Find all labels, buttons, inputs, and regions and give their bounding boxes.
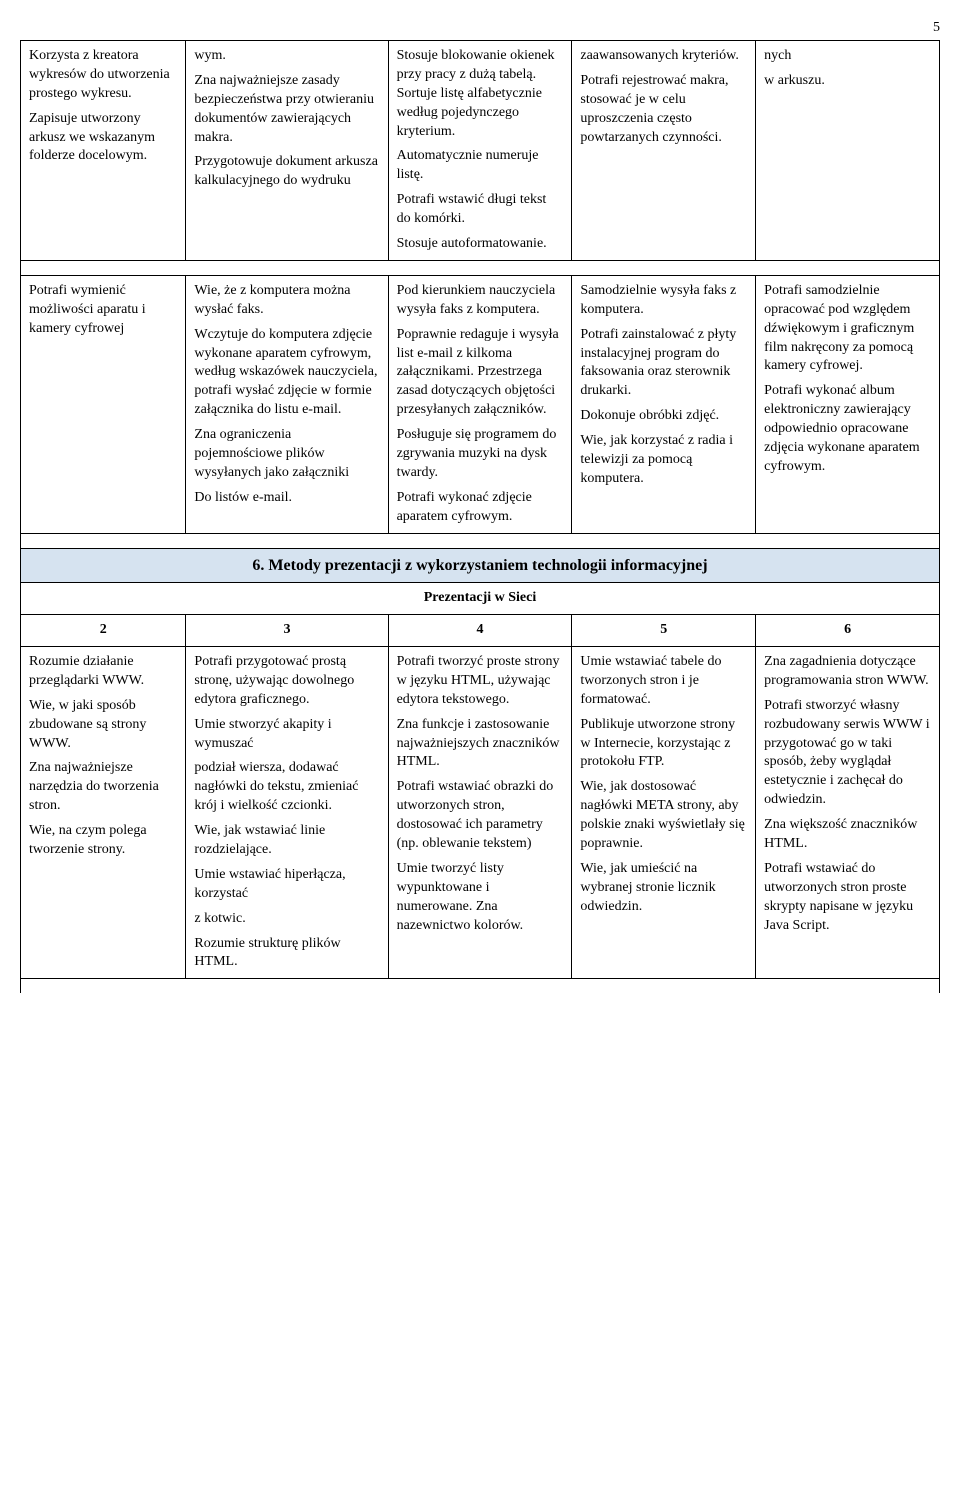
cell-text: Przygotowuje dokument arkusza kalkulacyj…: [194, 153, 379, 191]
col-num: 2: [21, 615, 186, 647]
section-subheader-row: Prezentacji w Sieci: [21, 583, 940, 615]
cell-text: Umie stworzyć akapity i wymuszać: [194, 716, 379, 754]
cell-r2-c3: Pod kierunkiem nauczyciela wysyła faks z…: [388, 275, 572, 533]
cell-r1-c4: zaawansowanych kryteriów. Potrafi rejest…: [572, 41, 756, 261]
cell-text: Stosuje autoformatowanie.: [397, 235, 564, 254]
cell-r1-c5: nych w arkuszu.: [756, 41, 940, 261]
col-num: 3: [186, 615, 388, 647]
col-num: 6: [756, 615, 940, 647]
section-subheader: Prezentacji w Sieci: [21, 583, 940, 615]
cell-text: Do listów e-mail.: [194, 489, 379, 508]
cell-text: Potrafi wstawić długi tekst do komórki.: [397, 191, 564, 229]
cell-text: nych: [764, 47, 931, 66]
cell-text: Potrafi wykonać zdjęcie aparatem cyfrowy…: [397, 489, 564, 527]
cell-r3-c5: Zna zagadnienia dotyczące programowania …: [756, 646, 940, 978]
cell-r2-c5: Potrafi samodzielnie opracować pod wzglę…: [756, 275, 940, 533]
cell-text: Potrafi stworzyć własny rozbudowany serw…: [764, 697, 931, 810]
cell-text: Wie, jak umieścić na wybranej stronie li…: [580, 860, 747, 917]
cell-r2-c4: Samodzielnie wysyła faks z komputera. Po…: [572, 275, 756, 533]
cell-text: podział wiersza, dodawać nagłówki do tek…: [194, 759, 379, 816]
cell-text: Posługuje się programem do zgrywania muz…: [397, 426, 564, 483]
cell-text: Automatycznie numeruje listę.: [397, 147, 564, 185]
table-row: Korzysta z kreatora wykresów do utworzen…: [21, 41, 940, 261]
spacer-row: [21, 260, 940, 275]
cell-r3-c2: Potrafi przygotować prostą stronę, używa…: [186, 646, 388, 978]
cell-text: Rozumie działanie przeglądarki WWW.: [29, 653, 177, 691]
cell-r3-c1: Rozumie działanie przeglądarki WWW. Wie,…: [21, 646, 186, 978]
cell-r2-c1: Potrafi wymienić możliwości aparatu i ka…: [21, 275, 186, 533]
cell-text: Poprawnie redaguje i wysyła list e-mail …: [397, 326, 564, 420]
cell-text: Umie wstawiać tabele do tworzonych stron…: [580, 653, 747, 710]
column-number-row: 2 3 4 5 6: [21, 615, 940, 647]
cell-text: Potrafi rejestrować makra, stosować je w…: [580, 72, 747, 148]
table-row: Rozumie działanie przeglądarki WWW. Wie,…: [21, 646, 940, 978]
cell-text: z kotwic.: [194, 910, 379, 929]
cell-text: Wczytuje do komputera zdjęcie wykonane a…: [194, 326, 379, 420]
cell-text: Potrafi wstawiać do utworzonych stron pr…: [764, 860, 931, 936]
cell-text: Dokonuje obróbki zdjęć.: [580, 407, 747, 426]
cell-r1-c3: Stosuje blokowanie okienek przy pracy z …: [388, 41, 572, 261]
cell-text: w arkuszu.: [764, 72, 931, 91]
spacer-row: [21, 979, 940, 994]
cell-text: Potrafi zainstalować z płyty instalacyjn…: [580, 326, 747, 402]
cell-text: Stosuje blokowanie okienek przy pracy z …: [397, 47, 564, 141]
cell-text: Wie, jak wstawiać linie rozdzielające.: [194, 822, 379, 860]
cell-text: Umie wstawiać hiperłącza, korzystać: [194, 866, 379, 904]
cell-text: Korzysta z kreatora wykresów do utworzen…: [29, 47, 177, 104]
cell-text: Pod kierunkiem nauczyciela wysyła faks z…: [397, 282, 564, 320]
section-header: 6. Metody prezentacji z wykorzystaniem t…: [21, 548, 940, 583]
cell-text: Wie, w jaki sposób zbudowane są strony W…: [29, 697, 177, 754]
cell-r1-c2: wym. Zna najważniejsze zasady bezpieczeń…: [186, 41, 388, 261]
cell-r3-c4: Umie wstawiać tabele do tworzonych stron…: [572, 646, 756, 978]
cell-text: Potrafi wstawiać obrazki do utworzonych …: [397, 778, 564, 854]
page-number: 5: [20, 20, 940, 36]
cell-text: wym.: [194, 47, 379, 66]
cell-text: Potrafi przygotować prostą stronę, używa…: [194, 653, 379, 710]
section-header-row: 6. Metody prezentacji z wykorzystaniem t…: [21, 548, 940, 583]
cell-text: Samodzielnie wysyła faks z komputera.: [580, 282, 747, 320]
cell-text: Potrafi wymienić możliwości aparatu i ka…: [29, 282, 177, 339]
cell-text: Potrafi wykonać album elektroniczny zawi…: [764, 382, 931, 476]
cell-r3-c3: Potrafi tworzyć proste strony w języku H…: [388, 646, 572, 978]
cell-text: Wie, jak korzystać z radia i telewizji z…: [580, 432, 747, 489]
cell-text: Wie, jak dostosować nagłówki META strony…: [580, 778, 747, 854]
cell-text: Wie, na czym polega tworzenie strony.: [29, 822, 177, 860]
cell-text: Potrafi samodzielnie opracować pod wzglę…: [764, 282, 931, 376]
col-num: 5: [572, 615, 756, 647]
col-num: 4: [388, 615, 572, 647]
cell-text: Zna funkcje i zastosowanie najważniejszy…: [397, 716, 564, 773]
cell-r1-c1: Korzysta z kreatora wykresów do utworzen…: [21, 41, 186, 261]
cell-text: Umie tworzyć listy wypunktowane i numero…: [397, 860, 564, 936]
cell-text: Zna zagadnienia dotyczące programowania …: [764, 653, 931, 691]
cell-text: Potrafi tworzyć proste strony w języku H…: [397, 653, 564, 710]
cell-r2-c2: Wie, że z komputera można wysłać faks. W…: [186, 275, 388, 533]
cell-text: Zna najważniejsze narzędzia do tworzenia…: [29, 759, 177, 816]
cell-text: Zna ograniczenia pojemnościowe plików wy…: [194, 426, 379, 483]
cell-text: Rozumie strukturę plików HTML.: [194, 935, 379, 973]
cell-text: Zna najważniejsze zasady bezpieczeństwa …: [194, 72, 379, 148]
curriculum-table: Korzysta z kreatora wykresów do utworzen…: [20, 40, 940, 993]
cell-text: Publikuje utworzone strony w Internecie,…: [580, 716, 747, 773]
spacer-row: [21, 533, 940, 548]
cell-text: Wie, że z komputera można wysłać faks.: [194, 282, 379, 320]
cell-text: Zapisuje utworzony arkusz we wskazanym f…: [29, 110, 177, 167]
cell-text: Zna większość znaczników HTML.: [764, 816, 931, 854]
table-row: Potrafi wymienić możliwości aparatu i ka…: [21, 275, 940, 533]
cell-text: zaawansowanych kryteriów.: [580, 47, 747, 66]
